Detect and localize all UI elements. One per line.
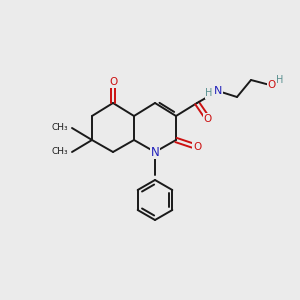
Text: N: N xyxy=(151,146,159,158)
Text: N: N xyxy=(214,86,222,96)
Text: O: O xyxy=(193,142,201,152)
Text: H: H xyxy=(276,75,284,85)
Text: CH₃: CH₃ xyxy=(51,148,68,157)
Text: O: O xyxy=(109,77,117,87)
Text: O: O xyxy=(204,114,212,124)
Text: CH₃: CH₃ xyxy=(51,124,68,133)
Text: H: H xyxy=(205,88,213,98)
Text: O: O xyxy=(268,80,276,90)
